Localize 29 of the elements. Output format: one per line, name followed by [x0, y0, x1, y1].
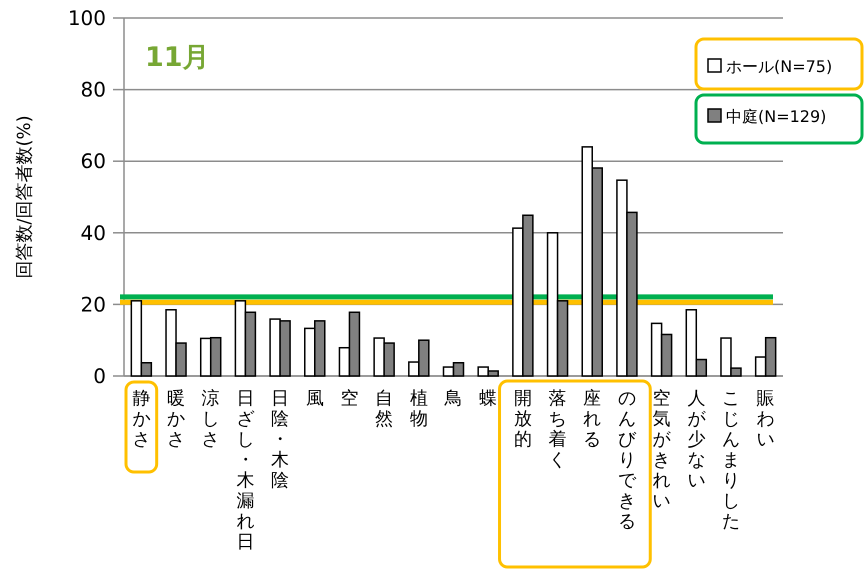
x-tick-label: 座れる [583, 388, 602, 450]
x-tick-label: 賑わい [756, 388, 775, 450]
x-tick-label: 空気がきれい [652, 388, 672, 512]
x-tick-label: 日陰・木陰 [271, 388, 290, 491]
x-tick-label: 蝶 [479, 388, 498, 409]
y-tick-label: 100 [68, 6, 106, 30]
y-tick-label: 40 [80, 220, 106, 245]
text: 11月 [145, 42, 210, 73]
x-tick-label: こじんまりした [722, 388, 740, 532]
x-tick-label: 鳥 [444, 388, 462, 409]
y-tick-label: 0 [93, 364, 106, 388]
y-tick-label: 80 [80, 78, 106, 102]
x-tick-label: 落ち着く [548, 388, 567, 470]
y-axis-title: 回答数/回答者数(%) [14, 115, 35, 279]
x-tick-label: 自然 [375, 388, 394, 430]
x-tick-label: 暖かさ [167, 388, 186, 450]
legend-label: ホール(N=75) [726, 57, 832, 76]
y-tick-label: 60 [80, 149, 106, 174]
y-tick-label: 20 [80, 292, 106, 316]
legend-label: 中庭(N=129) [726, 107, 826, 126]
x-tick-label: 静かさ [132, 388, 150, 450]
x-tick-label: 空 [340, 388, 358, 409]
x-tick-label: 風 [306, 388, 324, 409]
x-tick-label: のんびりできる [618, 388, 637, 532]
x-tick-label: 日ざし・木漏れ日 [236, 388, 254, 552]
x-tick-label: 涼しさ [202, 388, 220, 450]
x-tick-label: 人が少ない [687, 388, 706, 491]
x-tick-label: 植物 [410, 388, 428, 430]
x-tick-label: 開放的 [514, 388, 532, 450]
